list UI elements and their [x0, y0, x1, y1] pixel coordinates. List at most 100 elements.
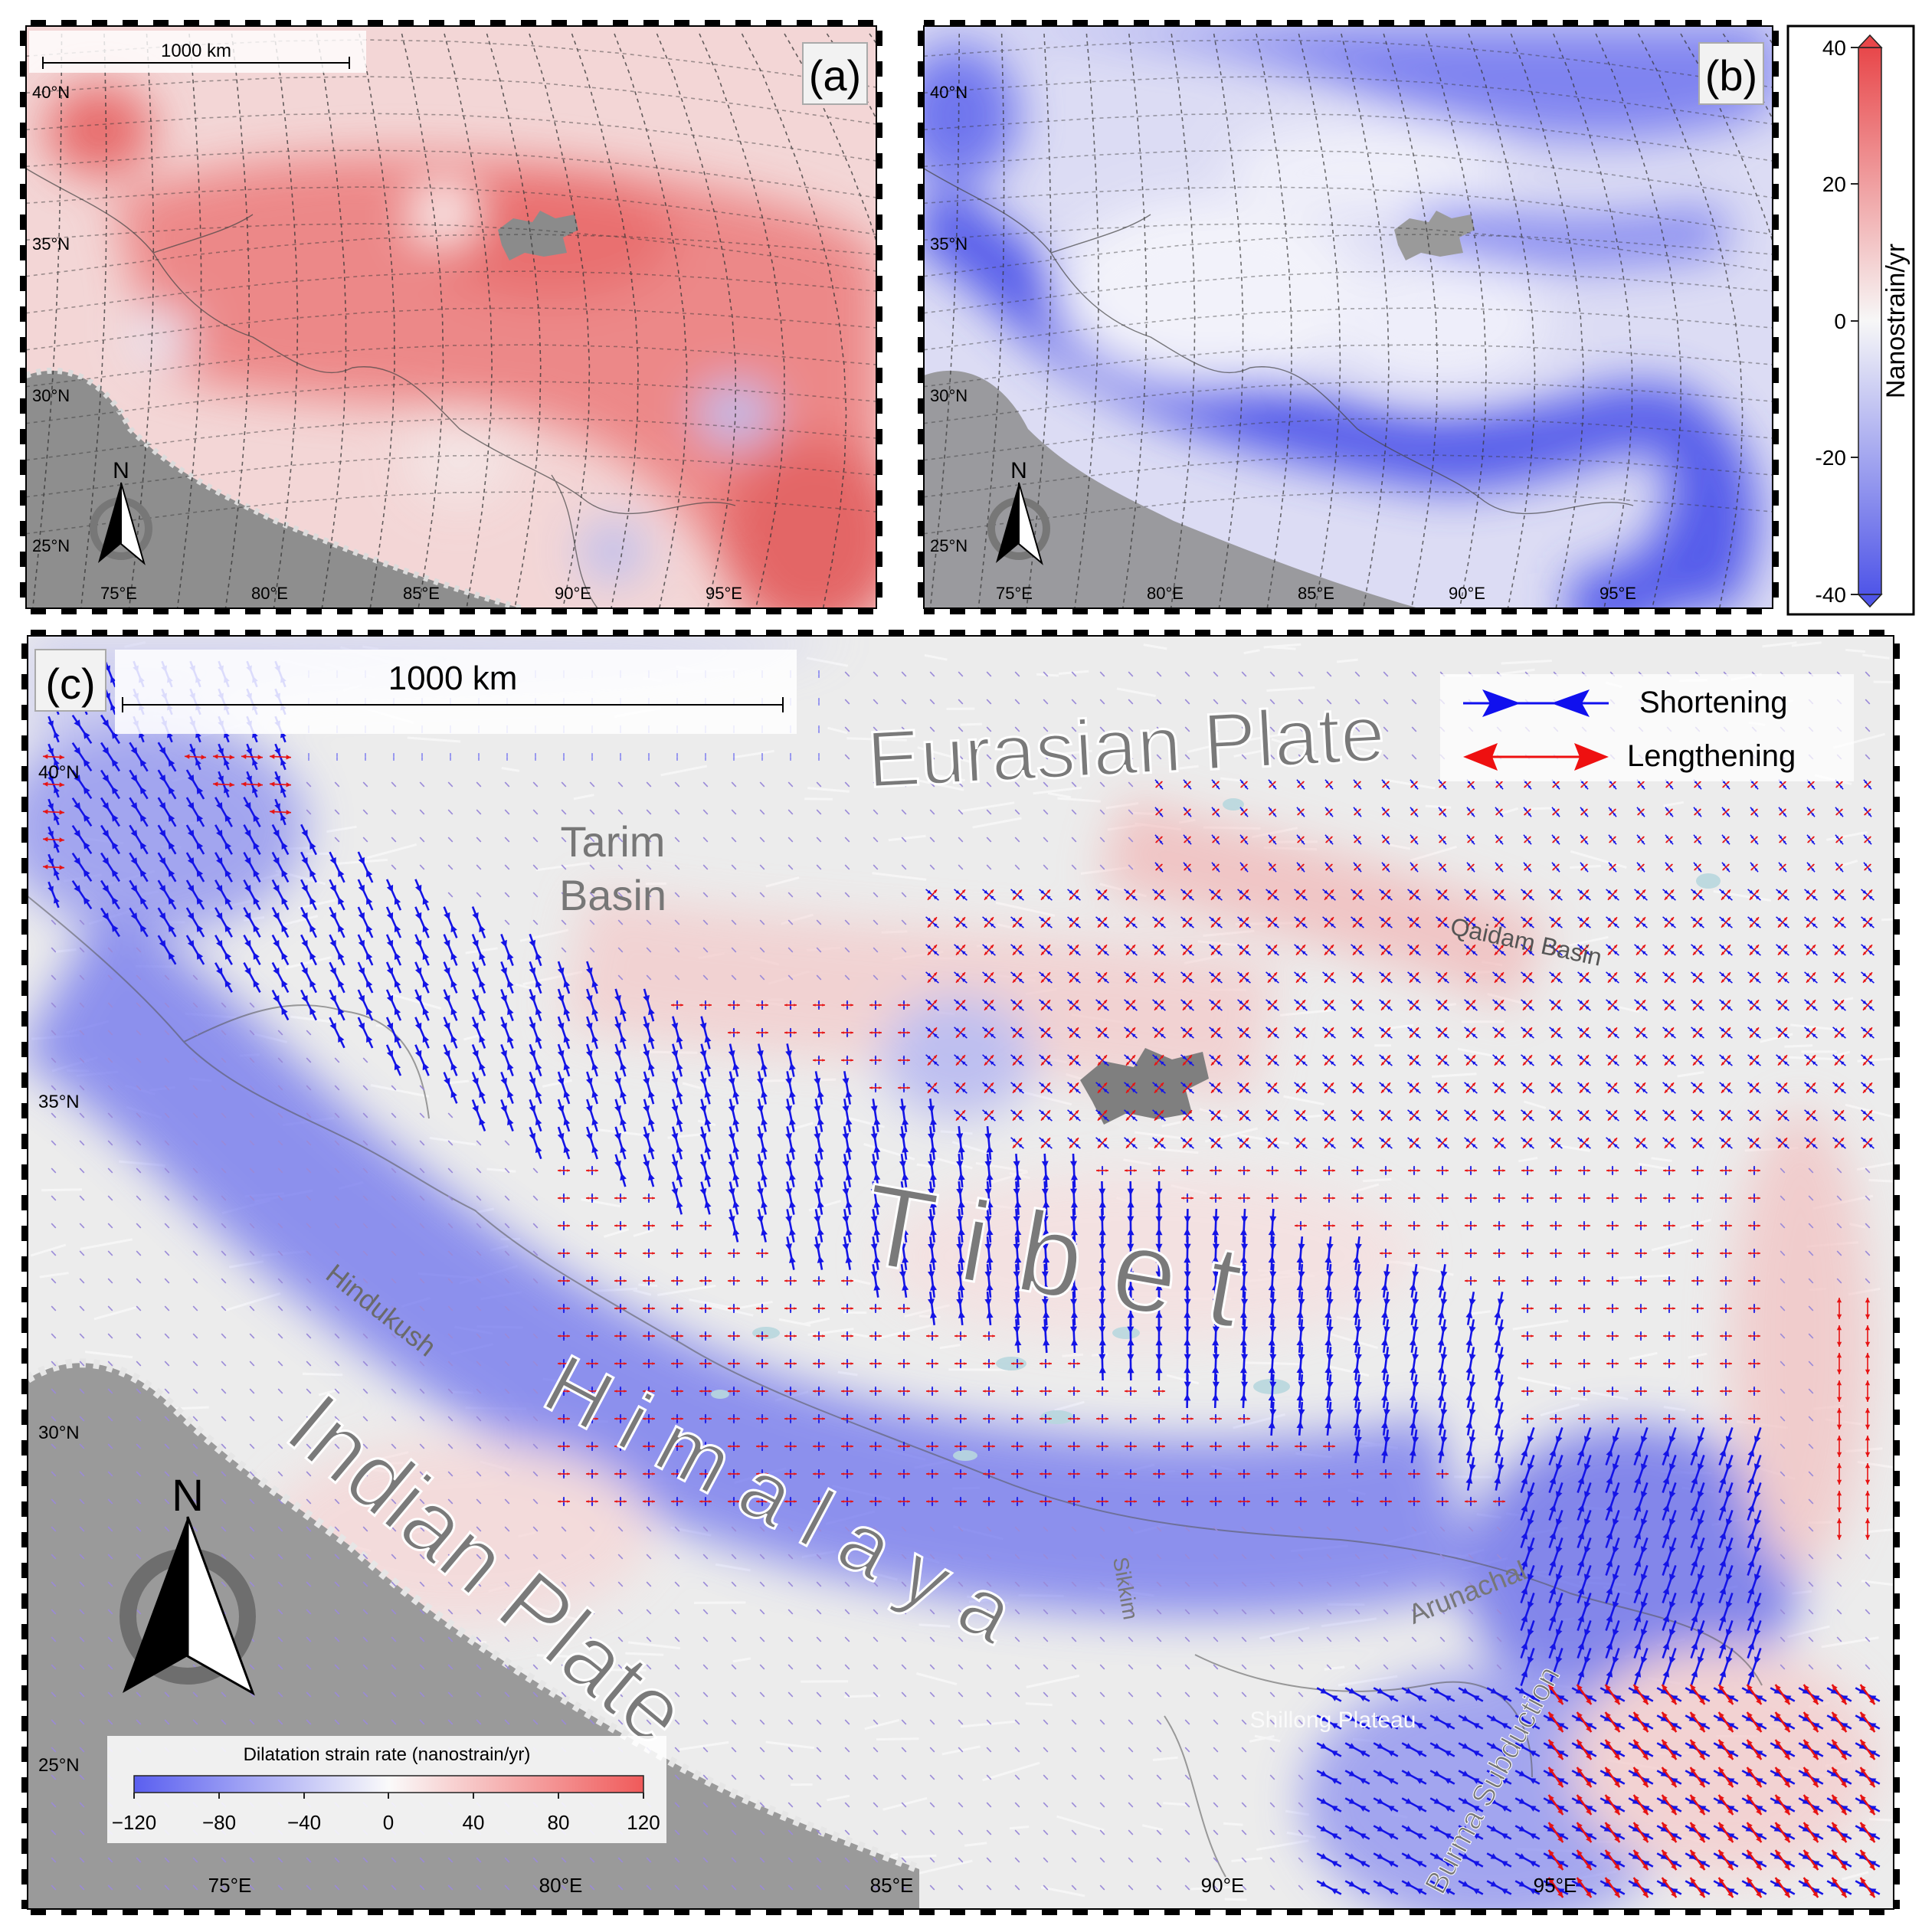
flow-line — [273, 33, 299, 608]
strain-arrowhead — [1383, 727, 1386, 729]
flow-line — [1595, 33, 1682, 608]
strain-arrowhead — [930, 755, 932, 757]
ridge-stroke — [628, 1641, 680, 1650]
ridge-stroke — [1826, 830, 1868, 841]
strain-arrowhead — [817, 755, 820, 757]
strain-arrowhead — [185, 754, 190, 759]
ridge-stroke — [900, 1189, 933, 1199]
ridge-stroke — [972, 1627, 994, 1636]
ridge-stroke — [1271, 738, 1317, 754]
ridge-stroke — [1881, 918, 1894, 922]
strain-arrowhead — [845, 699, 847, 702]
ridge-stroke — [1336, 658, 1358, 663]
strain-arrow — [1354, 726, 1360, 732]
ridge-stroke — [55, 948, 77, 953]
strain-arrowhead — [876, 702, 878, 704]
strain-arrowhead — [987, 727, 989, 729]
ridge-stroke — [385, 991, 442, 1010]
strain-arrowhead — [1298, 672, 1301, 674]
ridge-stroke — [1036, 673, 1059, 677]
strain-arrow — [986, 754, 992, 760]
strain-arrowhead — [817, 674, 820, 676]
ridge-stroke — [326, 825, 357, 833]
strain-arrowhead — [958, 755, 961, 757]
strain-arrow — [844, 671, 850, 677]
ridge-stroke — [80, 1238, 133, 1250]
strain-arrowhead — [1865, 699, 1868, 702]
ridge-stroke — [407, 736, 461, 743]
ridge-stroke — [486, 1167, 516, 1173]
flow-line — [699, 33, 785, 608]
ridge-stroke — [1321, 1617, 1377, 1628]
ridge-stroke — [1791, 641, 1822, 647]
lon-label-b-90: 90°E — [1449, 584, 1485, 603]
strain-arrow — [1071, 726, 1077, 732]
ridge-stroke — [1187, 742, 1221, 754]
flow-line — [359, 33, 395, 608]
strain-arrowhead — [1213, 699, 1216, 702]
ridge-stroke — [951, 1141, 990, 1155]
ridge-stroke — [93, 1306, 136, 1321]
strain-arrowhead — [989, 729, 991, 732]
strain-arrowhead — [1327, 672, 1329, 674]
strain-arrow — [1241, 726, 1247, 732]
strain-arrow — [1071, 699, 1077, 705]
flow-line — [571, 33, 639, 608]
strain-arrow — [1241, 699, 1247, 705]
strain-arrow — [1043, 671, 1049, 677]
strain-arrowhead — [989, 757, 991, 759]
flow-line — [32, 33, 63, 608]
strain-arrowhead — [1043, 699, 1046, 702]
colorbar-ab-tick-20: 20 — [1822, 172, 1846, 196]
strain-arrowhead — [307, 755, 310, 757]
strain-arrowhead — [1046, 674, 1048, 676]
strain-arrowhead — [102, 719, 110, 728]
strain-arrowhead — [54, 731, 60, 738]
strain-arrowhead — [847, 757, 850, 759]
ridge-stroke — [936, 1157, 973, 1170]
strain-arrowhead — [1213, 727, 1216, 729]
strain-arrowhead — [1159, 702, 1161, 704]
ridge-stroke — [1123, 1158, 1152, 1166]
ridge-stroke — [778, 1318, 811, 1327]
strain-arrowhead — [449, 757, 452, 759]
strain-arrow — [1411, 726, 1417, 732]
strain-arrow — [1326, 671, 1332, 677]
strain-arrowhead — [83, 731, 90, 739]
strain-arrowhead — [1525, 672, 1527, 674]
strain-arrowhead — [876, 757, 878, 759]
ridge-stroke — [1629, 1351, 1658, 1361]
strain-arrow — [1354, 699, 1360, 705]
ridge-stroke — [1787, 1625, 1830, 1639]
strain-arrowhead — [83, 758, 90, 767]
strain-arrow — [958, 726, 964, 732]
ridge-stroke — [1163, 1802, 1187, 1806]
ridge-stroke — [960, 722, 982, 726]
ridge-stroke — [918, 1623, 951, 1628]
strain-arrowhead — [1298, 699, 1301, 702]
strain-arrowhead — [1015, 672, 1017, 674]
strain-arrow — [929, 699, 935, 705]
ridge-stroke — [940, 1130, 973, 1135]
ridge-stroke — [1324, 1665, 1345, 1671]
strain-arrowhead — [1780, 672, 1783, 674]
lon-label-b-80: 80°E — [1147, 584, 1184, 603]
strain-arrowhead — [1102, 729, 1105, 732]
strain-arrowhead — [224, 758, 230, 766]
ridge-stroke — [765, 1740, 814, 1750]
ridge-stroke — [804, 797, 833, 801]
strain-arrowhead — [876, 674, 878, 676]
ridge-stroke — [1025, 1702, 1053, 1707]
strain-arrow — [1184, 671, 1190, 677]
strain-arrowhead — [1412, 672, 1414, 674]
ridge-stroke — [1357, 746, 1375, 754]
strain-arrow — [1043, 726, 1049, 732]
ridge-stroke — [928, 773, 965, 782]
strain-arrowhead — [932, 702, 935, 704]
strain-arrowhead — [1272, 729, 1275, 732]
panel-a: 1000 km (a) 40°N 35°N 30°N 25°N 75°E 80°… — [20, 20, 882, 614]
strain-arrowhead — [1298, 727, 1301, 729]
strain-arrow — [1156, 699, 1162, 705]
ridge-stroke — [603, 1228, 630, 1238]
flow-line — [1637, 33, 1744, 608]
